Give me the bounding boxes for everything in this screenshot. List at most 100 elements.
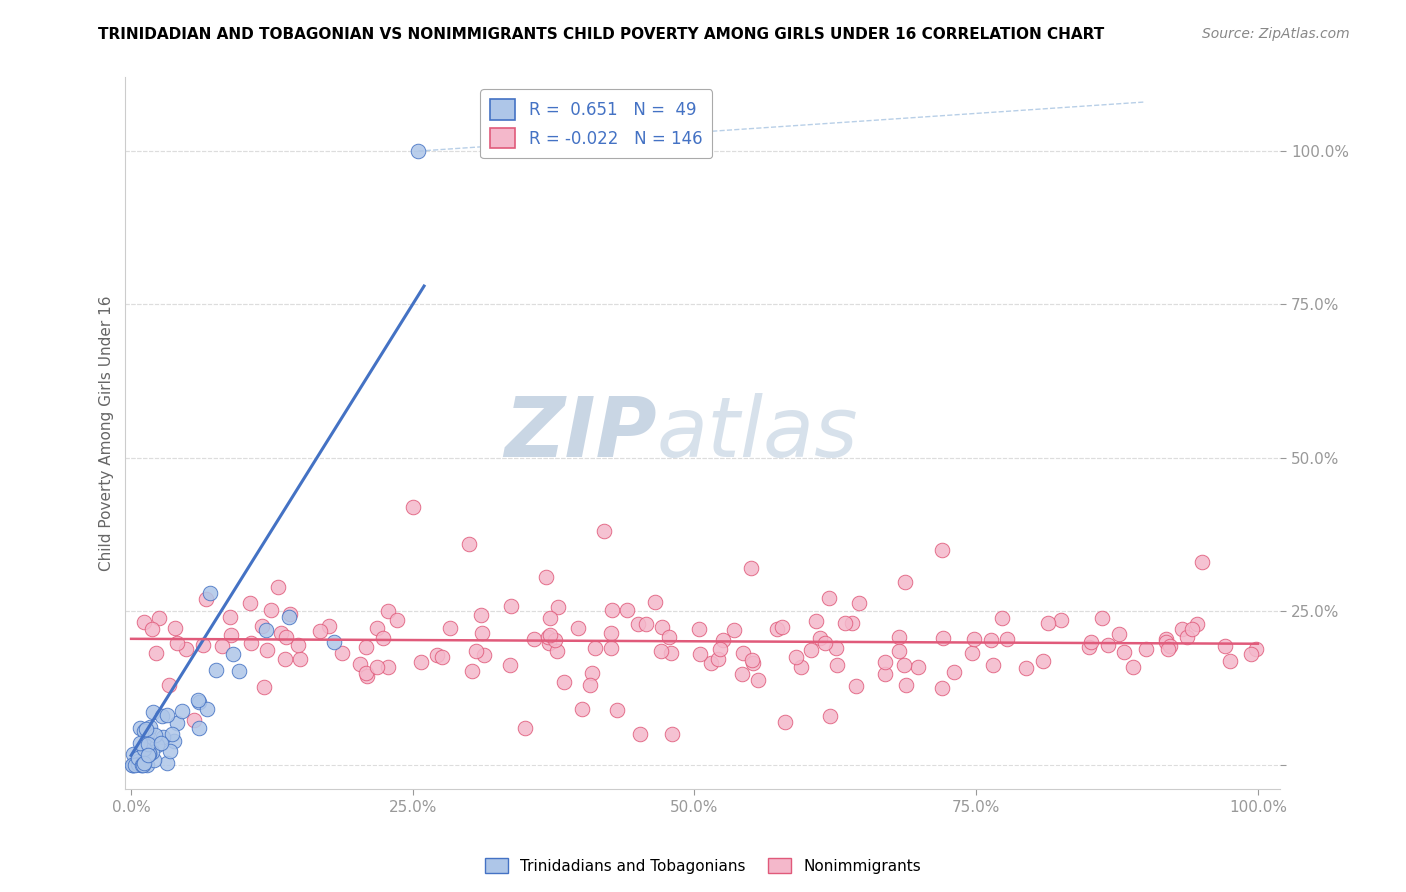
Point: [841, 616, 863, 631]
Point: [1108, 627, 1130, 641]
Point: [166, 636, 188, 650]
Point: [139, 720, 162, 734]
Point: [143, 728, 166, 742]
Point: [894, 574, 917, 589]
Point: [1159, 639, 1181, 653]
Point: [145, 646, 167, 660]
Point: [636, 617, 658, 632]
Point: [135, 722, 157, 736]
Point: [544, 632, 567, 647]
Point: [166, 716, 188, 731]
Point: [1114, 645, 1136, 659]
Point: [150, 736, 173, 750]
Point: [1244, 642, 1267, 657]
Point: [204, 663, 226, 677]
Point: [644, 595, 666, 609]
Point: [547, 599, 569, 614]
Point: [385, 613, 408, 627]
Point: [770, 619, 793, 633]
Point: [1078, 640, 1101, 654]
Point: [187, 693, 209, 707]
Point: [553, 675, 575, 690]
Point: [581, 665, 603, 680]
Text: Source: ZipAtlas.com: Source: ZipAtlas.com: [1202, 27, 1350, 41]
Point: [152, 730, 174, 744]
Point: [980, 632, 1002, 647]
Text: ZIP: ZIP: [505, 392, 657, 474]
Point: [1122, 660, 1144, 674]
Point: [471, 625, 494, 640]
Point: [1175, 630, 1198, 644]
Point: [122, 757, 145, 772]
Point: [470, 607, 492, 622]
Point: [150, 709, 173, 723]
Point: [773, 714, 796, 729]
Point: [290, 652, 312, 666]
Point: [593, 524, 616, 539]
Point: [156, 708, 179, 723]
Point: [366, 621, 388, 635]
Point: [221, 647, 243, 661]
Point: [141, 622, 163, 636]
Point: [534, 570, 557, 584]
Point: [579, 678, 602, 692]
Point: [523, 632, 546, 646]
Point: [176, 641, 198, 656]
Point: [129, 736, 152, 750]
Point: [723, 623, 745, 637]
Point: [464, 643, 486, 657]
Point: [731, 646, 754, 660]
Point: [1215, 640, 1237, 654]
Point: [432, 650, 454, 665]
Point: [139, 738, 162, 752]
Point: [408, 144, 430, 158]
Point: [616, 603, 638, 617]
Point: [122, 747, 145, 761]
Point: [706, 652, 728, 666]
Point: [659, 647, 682, 661]
Point: [411, 655, 433, 669]
Point: [688, 622, 710, 636]
Point: [804, 614, 827, 628]
Point: [322, 635, 344, 649]
Point: [567, 621, 589, 635]
Point: [195, 701, 218, 715]
Point: [1218, 654, 1240, 668]
Point: [742, 656, 765, 670]
Point: [1032, 654, 1054, 668]
Point: [731, 667, 754, 681]
Point: [1135, 641, 1157, 656]
Point: [1036, 616, 1059, 631]
Point: [789, 659, 811, 673]
Point: [163, 621, 186, 635]
Point: [1191, 555, 1213, 569]
Point: [194, 592, 217, 607]
Point: [747, 673, 769, 688]
Point: [1171, 623, 1194, 637]
Point: [894, 677, 917, 691]
Point: [1091, 610, 1114, 624]
Point: [661, 727, 683, 741]
Point: [1185, 617, 1208, 632]
Point: [689, 647, 711, 661]
Point: [834, 615, 856, 630]
Point: [626, 616, 648, 631]
Point: [211, 639, 233, 653]
Point: [377, 604, 399, 618]
Point: [741, 653, 763, 667]
Point: [136, 757, 159, 772]
Point: [810, 631, 832, 645]
Point: [600, 602, 623, 616]
Point: [538, 610, 561, 624]
Point: [277, 610, 299, 624]
Point: [848, 596, 870, 610]
Y-axis label: Child Poverty Among Girls Under 16: Child Poverty Among Girls Under 16: [100, 295, 114, 571]
Point: [818, 708, 841, 723]
Point: [932, 632, 955, 646]
Point: [163, 734, 186, 748]
Point: [931, 542, 953, 557]
Point: [129, 721, 152, 735]
Point: [827, 658, 849, 673]
Point: [142, 706, 165, 720]
Point: [134, 615, 156, 629]
